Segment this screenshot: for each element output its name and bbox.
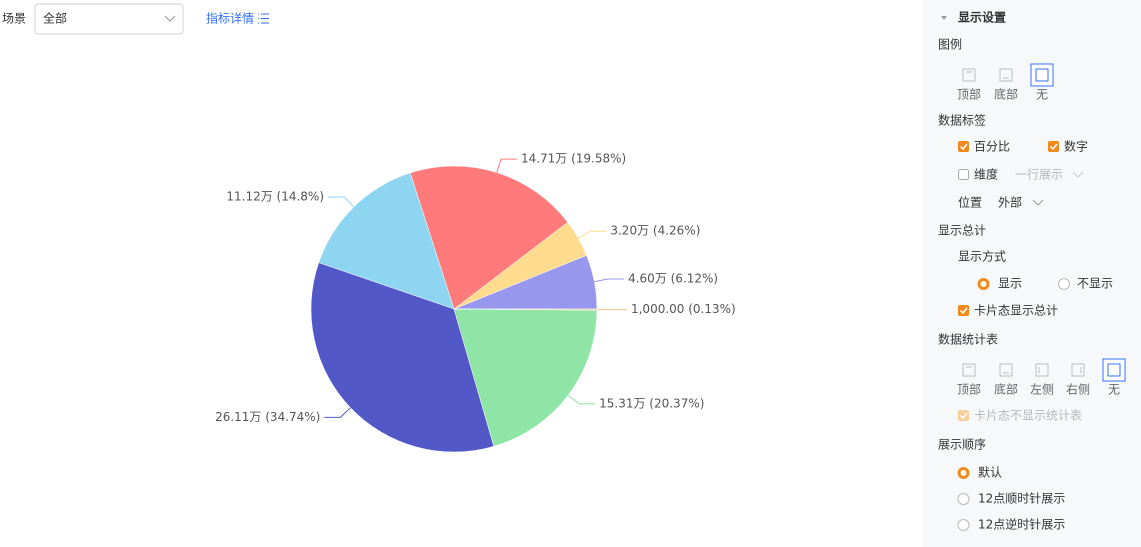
legend-options: 顶部 底部 无 (957, 63, 1054, 102)
icon-top[interactable] (962, 68, 976, 82)
scene-select[interactable] (34, 3, 184, 35)
field-label: 位置 (958, 195, 982, 210)
scene-label: 场景 (2, 12, 26, 26)
option-label: 顶部 (957, 87, 981, 102)
check-mark (959, 143, 968, 151)
check-mark (959, 412, 968, 420)
section-label: 显示总计 (938, 224, 986, 238)
checkbox-label: 数字 (1064, 139, 1088, 154)
option-label: 底部 (994, 87, 1018, 102)
pie-chart: 4.60万 (6.12%) 3.20万 (4.26%) 14.71万 (19.58%… (215, 152, 736, 453)
select-arrow[interactable] (1032, 199, 1044, 206)
option-label: 右侧 (1066, 382, 1090, 397)
section-label: 数据标签 (938, 113, 986, 128)
selected-frame[interactable] (1030, 63, 1054, 87)
radio-label: 显示 (998, 277, 1022, 291)
field-label: 显示方式 (958, 249, 1006, 264)
section-label: 展示顺序 (938, 437, 986, 452)
leader-line (594, 278, 625, 283)
data-label: 15.31万 (20.37%) (599, 396, 704, 410)
radio-label: 默认 (978, 465, 1002, 480)
icon-top[interactable] (962, 363, 976, 377)
table-options: 顶部 底部 左侧 右侧 无 (957, 358, 1126, 397)
radio-label: 不显示 (1077, 277, 1113, 291)
radio[interactable] (957, 493, 970, 505)
select-arrow[interactable] (1072, 171, 1084, 178)
checkbox-label: 卡片态显示总计 (974, 304, 1058, 318)
icon-none (1107, 363, 1121, 377)
checkbox[interactable] (958, 169, 969, 180)
radio-checked[interactable] (977, 278, 990, 290)
list-icon (258, 13, 269, 24)
detail-link[interactable]: 指标详情 (206, 11, 254, 26)
checkbox-disabled (958, 410, 969, 421)
check-mark (1049, 143, 1058, 151)
option-label: 顶部 (957, 382, 981, 397)
data-label: 3.20万 (4.26%) (610, 224, 700, 238)
leader-line (577, 230, 607, 239)
select-value: 一行展示 (1015, 168, 1063, 182)
data-label: 1,000.00 (0.13%) (631, 302, 736, 316)
select-value: 外部 (998, 195, 1022, 210)
checkbox-checked[interactable] (958, 305, 969, 316)
option-label: 无 (1108, 383, 1120, 397)
icon-bottom[interactable] (999, 68, 1013, 82)
option-label: 左侧 (1030, 382, 1054, 397)
panel-title: 显示设置 (958, 10, 1006, 25)
leader-line (328, 196, 355, 208)
icon-none (1035, 68, 1049, 82)
leader-line (567, 394, 596, 405)
option-label: 底部 (994, 382, 1018, 397)
radio[interactable] (957, 519, 970, 531)
icon-left[interactable] (1035, 363, 1049, 377)
scene-value: 全部 (43, 11, 67, 26)
collapse-arrow[interactable] (941, 16, 947, 20)
checkbox-label: 维度 (974, 167, 998, 182)
radio-label: 12点顺时针展示 (978, 491, 1065, 506)
selected-frame[interactable] (1102, 358, 1126, 382)
check-mark (959, 307, 968, 315)
checkbox-label: 卡片态不显示统计表 (974, 409, 1082, 423)
checkbox-checked[interactable] (1048, 141, 1059, 152)
data-label: 14.71万 (19.58%) (521, 152, 626, 166)
radio-label: 12点逆时针展示 (978, 517, 1065, 532)
settings-panel (922, 0, 1141, 547)
radio[interactable] (1058, 278, 1070, 290)
leader-line (324, 407, 351, 418)
radio-checked[interactable] (957, 467, 970, 479)
pie-slice (453, 308, 598, 447)
checkbox-checked[interactable] (958, 141, 969, 152)
option-label: 无 (1036, 88, 1048, 102)
select-arrow (164, 15, 176, 22)
data-label: 26.11万 (34.74%) (215, 410, 320, 424)
data-label: 11.12万 (14.8%) (226, 189, 324, 203)
leader-line (496, 158, 517, 173)
section-label: 数据统计表 (938, 332, 998, 347)
section-label: 图例 (938, 38, 962, 52)
checkbox-label: 百分比 (974, 140, 1010, 154)
icon-right[interactable] (1071, 363, 1085, 377)
data-label: 4.60万 (6.12%) (628, 271, 718, 285)
icon-bottom[interactable] (999, 363, 1013, 377)
